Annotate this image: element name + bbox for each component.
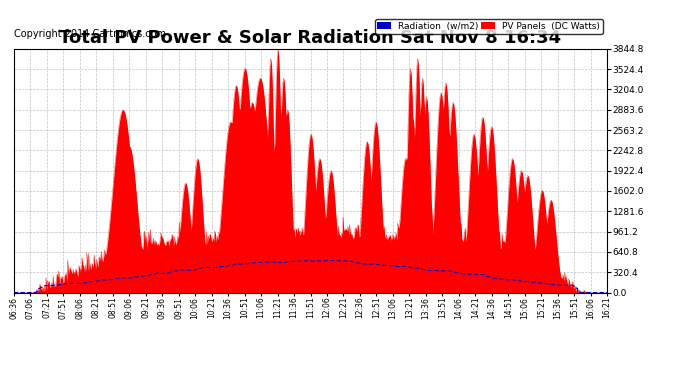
Text: Copyright 2014 Cartronics.com: Copyright 2014 Cartronics.com bbox=[14, 29, 166, 39]
Title: Total PV Power & Solar Radiation Sat Nov 8 16:34: Total PV Power & Solar Radiation Sat Nov… bbox=[59, 29, 562, 47]
Legend: Radiation  (w/m2), PV Panels  (DC Watts): Radiation (w/m2), PV Panels (DC Watts) bbox=[375, 19, 602, 33]
